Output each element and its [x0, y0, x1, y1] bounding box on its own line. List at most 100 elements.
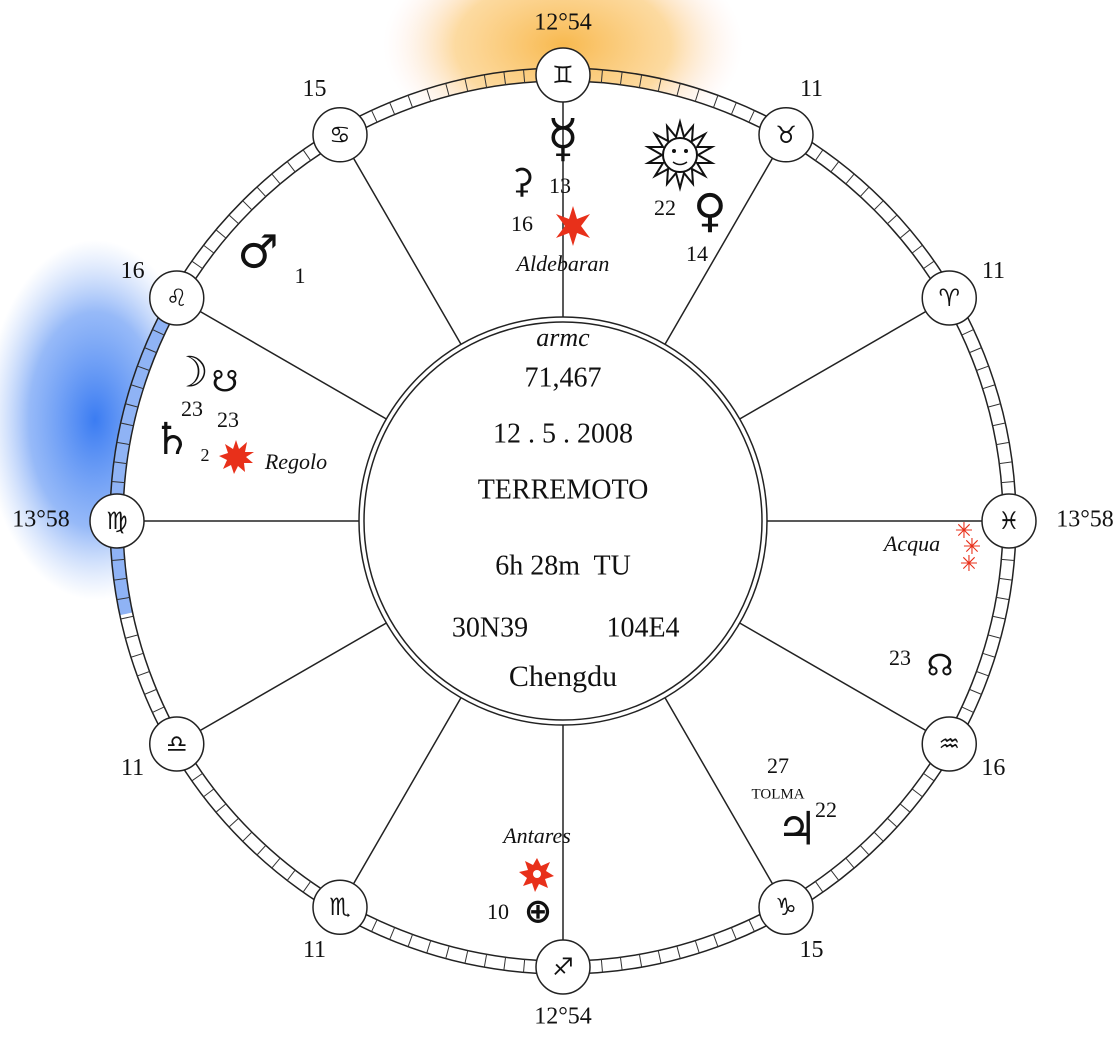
ring-tick	[982, 384, 996, 390]
ring-tick	[125, 634, 139, 639]
ring-tick	[523, 959, 526, 973]
star-name: Acqua	[882, 531, 940, 556]
planet-glyph: ♀	[693, 184, 727, 238]
ring-tick	[1001, 481, 1015, 484]
ring-tick	[899, 229, 911, 239]
ring-tick	[302, 149, 312, 161]
planet-glyph: ☋	[212, 365, 239, 400]
star-name: Antares	[501, 823, 571, 848]
degree: 27	[767, 753, 789, 778]
sign-glyph: ♍	[106, 507, 128, 535]
ring-tick	[483, 74, 488, 88]
sign-circle	[921, 716, 977, 772]
inner-circle	[363, 321, 763, 721]
ring-tick	[911, 244, 923, 254]
ring-tick	[676, 945, 681, 959]
ring-tick	[215, 229, 227, 239]
planet-glyph: ☿	[547, 109, 579, 169]
degree: 14	[686, 241, 708, 266]
ring-tick	[748, 919, 755, 932]
ring-tick	[1001, 558, 1015, 561]
ring-tick	[137, 671, 150, 677]
stars: ✳✳✳	[955, 518, 981, 576]
ring-tick	[996, 596, 1010, 601]
ring-tick	[464, 78, 469, 92]
ring-tick	[694, 88, 700, 102]
degree: 22	[654, 195, 676, 220]
sign-glyph: ♊	[552, 61, 574, 89]
ring-tick	[730, 102, 737, 115]
sign-glyph: ♈	[938, 284, 960, 312]
ring-tick	[638, 954, 643, 968]
ring-tick	[228, 817, 239, 828]
ring-tick	[873, 831, 884, 842]
ring-tick	[120, 615, 134, 620]
ring-tick	[657, 78, 662, 92]
cusp-degree: 16	[981, 755, 1005, 781]
svg-text:✳: ✳	[960, 551, 978, 576]
sign-glyph: ♐	[552, 953, 574, 981]
ring-tick	[976, 365, 989, 371]
ring-tick	[830, 161, 840, 173]
cusp-degree: 13°58	[12, 507, 70, 533]
sign-circle	[535, 47, 591, 103]
ring-tick	[657, 950, 662, 964]
ring-tick	[203, 244, 215, 254]
planet-glyph: ♂	[237, 225, 278, 279]
ring-tick	[999, 577, 1013, 581]
cusps: ♊12°54♉11♈11♓ 13°58♒16♑15♐12°54♏11♎11♍13°…	[12, 10, 1114, 1030]
cusp-degree: 11	[121, 755, 144, 781]
sign-glyph: ♒	[938, 730, 960, 758]
sign-circle	[149, 716, 205, 772]
ring-tick	[713, 934, 719, 947]
sign-glyph: ♎	[166, 730, 188, 758]
sign-glyph: ♋	[329, 121, 351, 149]
ring-tick	[992, 615, 1006, 620]
star-name: TOLMA	[751, 786, 804, 802]
house-line	[342, 693, 464, 903]
cusp-degree: 13°58	[1056, 507, 1114, 533]
degree: 10	[487, 899, 509, 924]
planet-glyph: ♃	[776, 802, 817, 856]
ring-tick	[830, 869, 840, 881]
ring-tick	[464, 950, 469, 964]
house-line	[735, 620, 945, 742]
degree: 23	[217, 407, 239, 432]
cusp-degree: 11	[800, 76, 823, 102]
sign-circle	[758, 879, 814, 935]
planet-glyph: ⚳	[510, 162, 535, 202]
ring-tick	[503, 71, 507, 85]
ring-tick	[144, 688, 157, 695]
ring-tick	[407, 934, 413, 947]
longitude: 104E4	[606, 612, 679, 643]
sign-circle	[312, 107, 368, 163]
star-name: Regolo	[264, 449, 327, 474]
house-line	[181, 300, 391, 422]
ring-tick	[389, 927, 396, 940]
house-line	[181, 620, 391, 742]
sign-circle	[312, 879, 368, 935]
sign-circle	[149, 270, 205, 326]
ring-tick	[256, 845, 267, 856]
star	[219, 440, 254, 474]
ring-tick	[982, 652, 996, 658]
ring-tick	[859, 845, 870, 856]
ring-tick	[873, 200, 884, 211]
cusp-degree: 12°54	[534, 1004, 592, 1030]
ring-tick	[600, 69, 603, 83]
ring-tick	[116, 596, 130, 601]
house-line	[662, 139, 784, 349]
ring-tick	[426, 940, 432, 954]
ring-tick	[969, 347, 982, 354]
armc: 71,467	[525, 362, 602, 393]
sign-circle	[981, 493, 1037, 549]
ring-tick	[814, 881, 824, 893]
ring-tick	[191, 772, 203, 782]
center-label: armc	[536, 323, 590, 352]
cusp-degree: 12°54	[534, 10, 592, 36]
ring-tick	[619, 71, 623, 85]
spokes	[123, 81, 1003, 961]
ring-tick	[987, 403, 1001, 408]
ring-tick	[730, 927, 737, 940]
ring-tick	[445, 83, 450, 97]
